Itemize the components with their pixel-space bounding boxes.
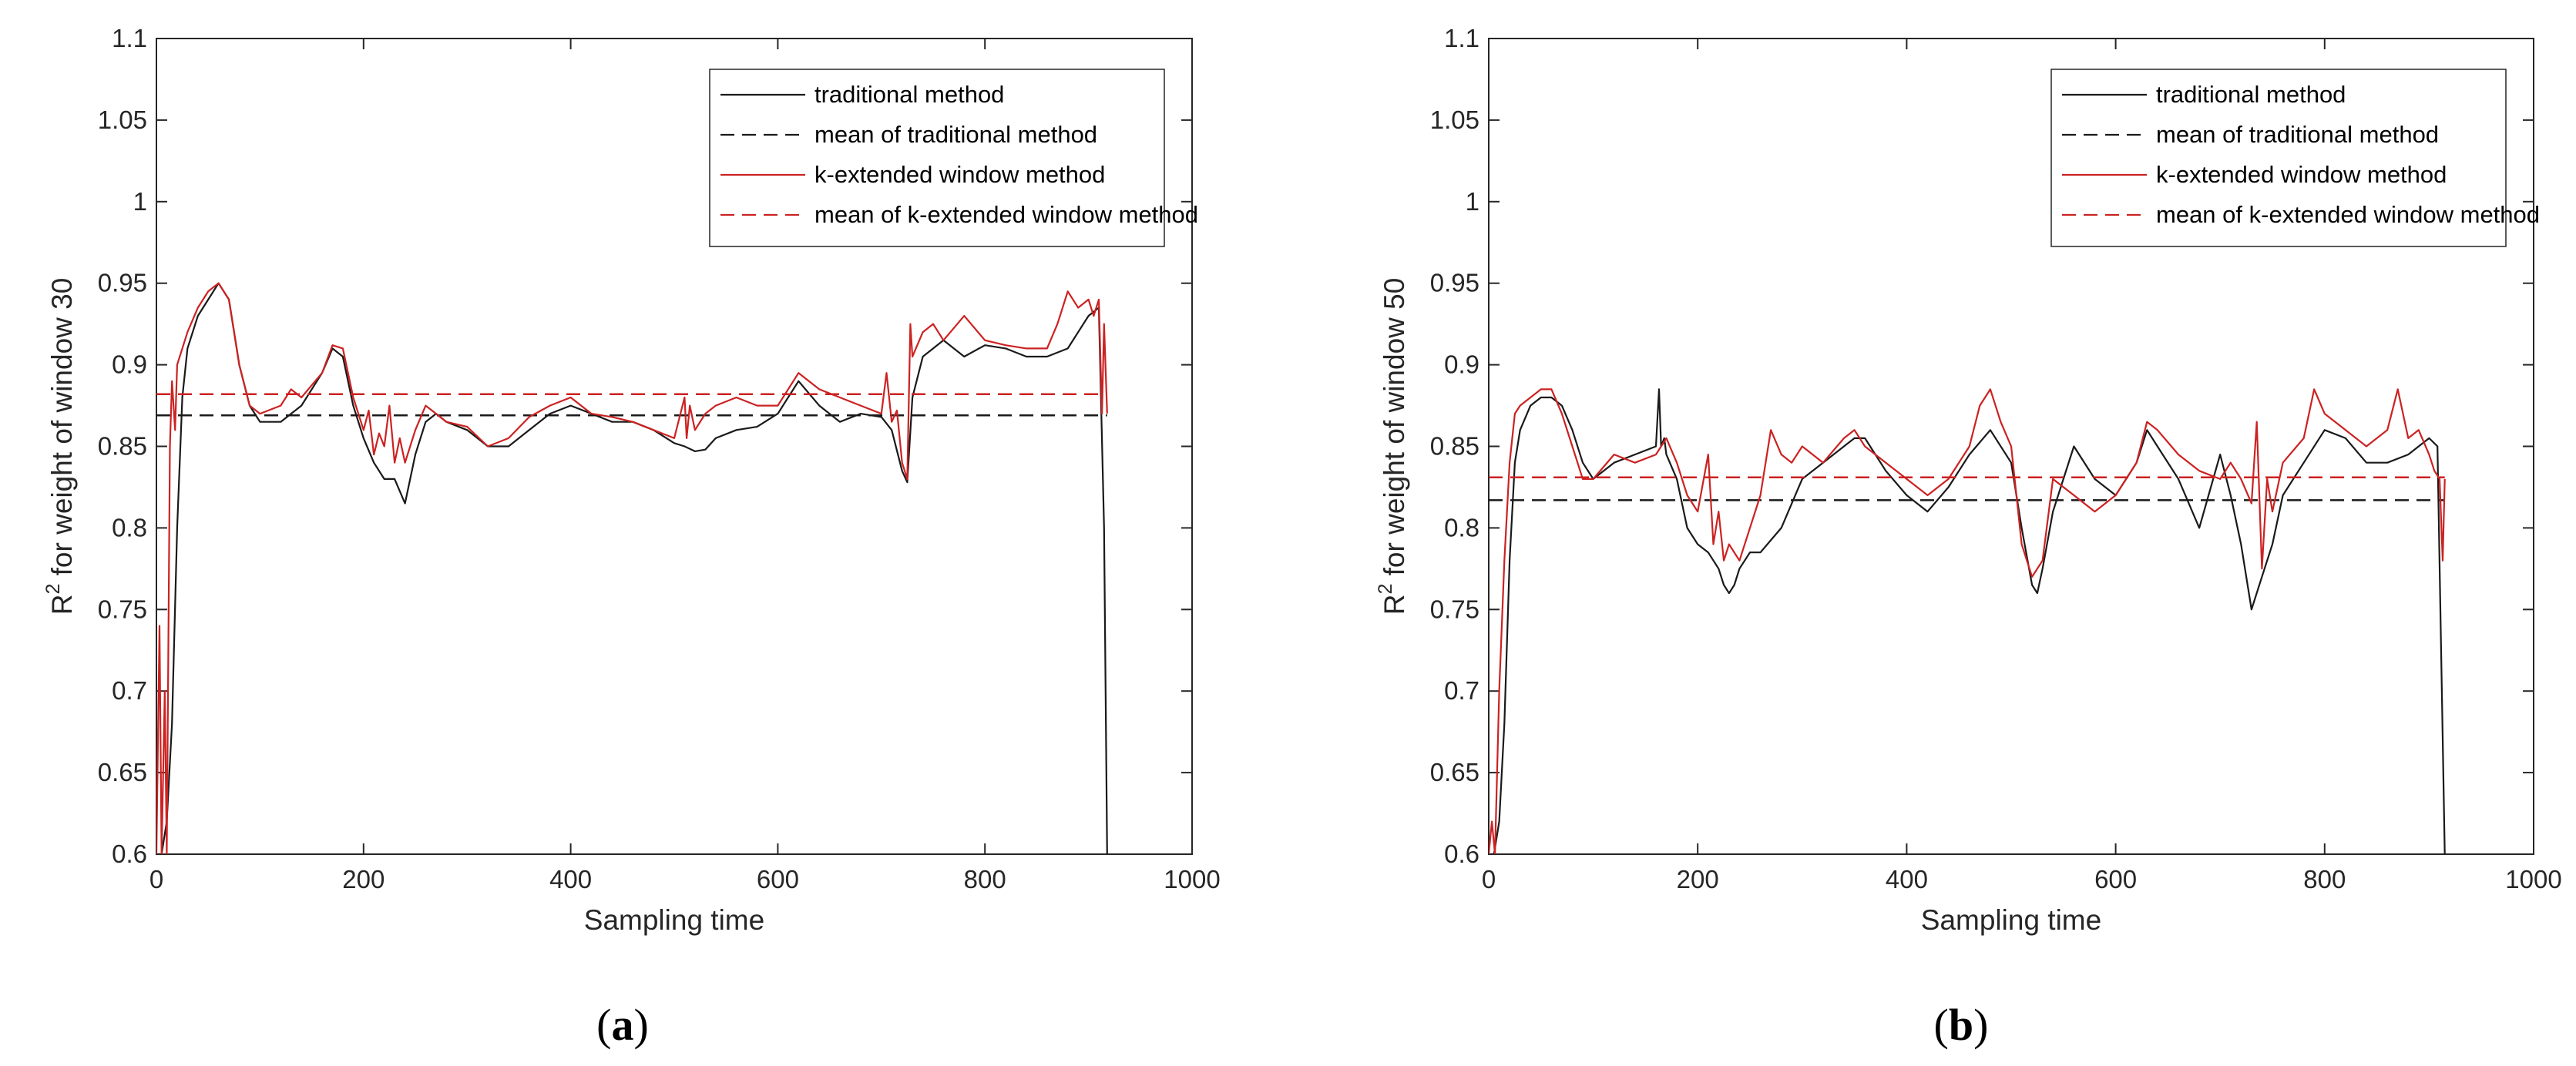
y-tick-label: 0.7 — [1444, 676, 1479, 705]
x-tick-label: 1000 — [1164, 865, 1220, 893]
chart-panel-b: 0 200 400 600 800 1000 0.6 0.65 0.7 0.75 0.8 0.85 0.… — [1375, 24, 2562, 1050]
y-tick-label: 1.05 — [1430, 106, 1479, 134]
y-tick-label: 0.95 — [1430, 269, 1479, 297]
panel-caption: (b) — [1934, 1000, 1989, 1050]
x-tick-label: 0 — [149, 865, 163, 893]
x-tick-label: 800 — [2303, 865, 2346, 893]
y-tick-label: 0.85 — [98, 432, 147, 461]
y-tick-label: 0.65 — [98, 758, 147, 786]
y-tick-label: 1.1 — [112, 24, 147, 52]
caption-paren-open: ( — [596, 1000, 611, 1050]
x-tick-label: 800 — [964, 865, 1006, 893]
x-tick-label: 200 — [1677, 865, 1719, 893]
y-axis-label-prefix: R — [1379, 595, 1410, 615]
legend-entry-1: traditional method — [2156, 81, 2346, 108]
legend-box — [2050, 69, 2507, 247]
y-tick-label: 0.9 — [112, 350, 147, 379]
y-tick-label: 0.95 — [98, 269, 147, 297]
legend-entry-4: mean of k-extended window method — [2156, 201, 2540, 228]
y-tick-label: 0.9 — [1444, 350, 1479, 379]
legend-entry-3: k-extended window method — [814, 161, 1105, 188]
y-axis-label-superscript: 2 — [42, 584, 64, 595]
x-tick-label: 600 — [2094, 865, 2137, 893]
series-group — [156, 282, 1108, 854]
x-tick-label: 0 — [1482, 865, 1496, 893]
series-group — [1489, 388, 2446, 854]
series-line-3 — [156, 282, 1108, 854]
y-axis-label-superscript: 2 — [1375, 584, 1396, 595]
y-tick-label: 1.1 — [1444, 24, 1479, 52]
x-tick-label: 400 — [549, 865, 592, 893]
legend-entry-2: mean of traditional method — [2156, 121, 2439, 148]
caption-letter: a — [612, 1000, 634, 1050]
panel-caption: (a) — [596, 1000, 649, 1050]
series-line-1 — [1489, 388, 2446, 854]
caption-paren-open: ( — [1934, 1000, 1949, 1050]
series-line-3 — [1489, 388, 2446, 854]
caption-paren-close: ) — [1973, 1000, 1988, 1050]
x-tick-label: 1000 — [2505, 865, 2561, 893]
legend-entry-4: mean of k-extended window method — [814, 201, 1198, 228]
y-tick-label: 0.85 — [1430, 432, 1479, 461]
y-axis-label: R2 for weight of window 50 — [1375, 278, 1410, 615]
y-axis-label: R2 for weight of window 30 — [42, 278, 78, 615]
y-tick-label: 0.7 — [112, 676, 147, 705]
y-axis-label-rest: for weight of window 30 — [46, 278, 78, 584]
chart-panel-a: 0 200 400 600 800 1000 0.6 0.65 0.7 0.75 0.8 0.85 0.… — [42, 24, 1221, 1050]
y-tick-label: 0.8 — [1444, 513, 1479, 541]
y-tick-label: 0.8 — [112, 513, 147, 541]
caption-letter: b — [1949, 1000, 1973, 1050]
legend-entry-2: mean of traditional method — [814, 121, 1097, 148]
x-tick-label: 600 — [757, 865, 799, 893]
legend-box — [709, 69, 1165, 247]
y-tick-label: 0.6 — [1444, 840, 1479, 868]
y-tick-label: 0.75 — [1430, 595, 1479, 623]
legend-entry-1: traditional method — [814, 81, 1004, 108]
y-tick-label: 1 — [133, 187, 147, 216]
x-tick-label: 200 — [342, 865, 385, 893]
caption-paren-close: ) — [634, 1000, 649, 1050]
y-tick-label: 1 — [1466, 187, 1479, 216]
x-tick-label: 400 — [1886, 865, 1928, 893]
y-axis-label-prefix: R — [46, 595, 78, 615]
y-axis-label-rest: for weight of window 50 — [1379, 278, 1410, 584]
legend-entry-3: k-extended window method — [2156, 161, 2447, 188]
y-tick-label: 0.65 — [1430, 758, 1479, 786]
x-axis-label: Sampling time — [1921, 904, 2101, 936]
x-axis-label: Sampling time — [584, 904, 764, 936]
y-tick-label: 0.6 — [112, 840, 147, 868]
y-tick-label: 0.75 — [98, 595, 147, 623]
y-tick-label: 1.05 — [98, 106, 147, 134]
